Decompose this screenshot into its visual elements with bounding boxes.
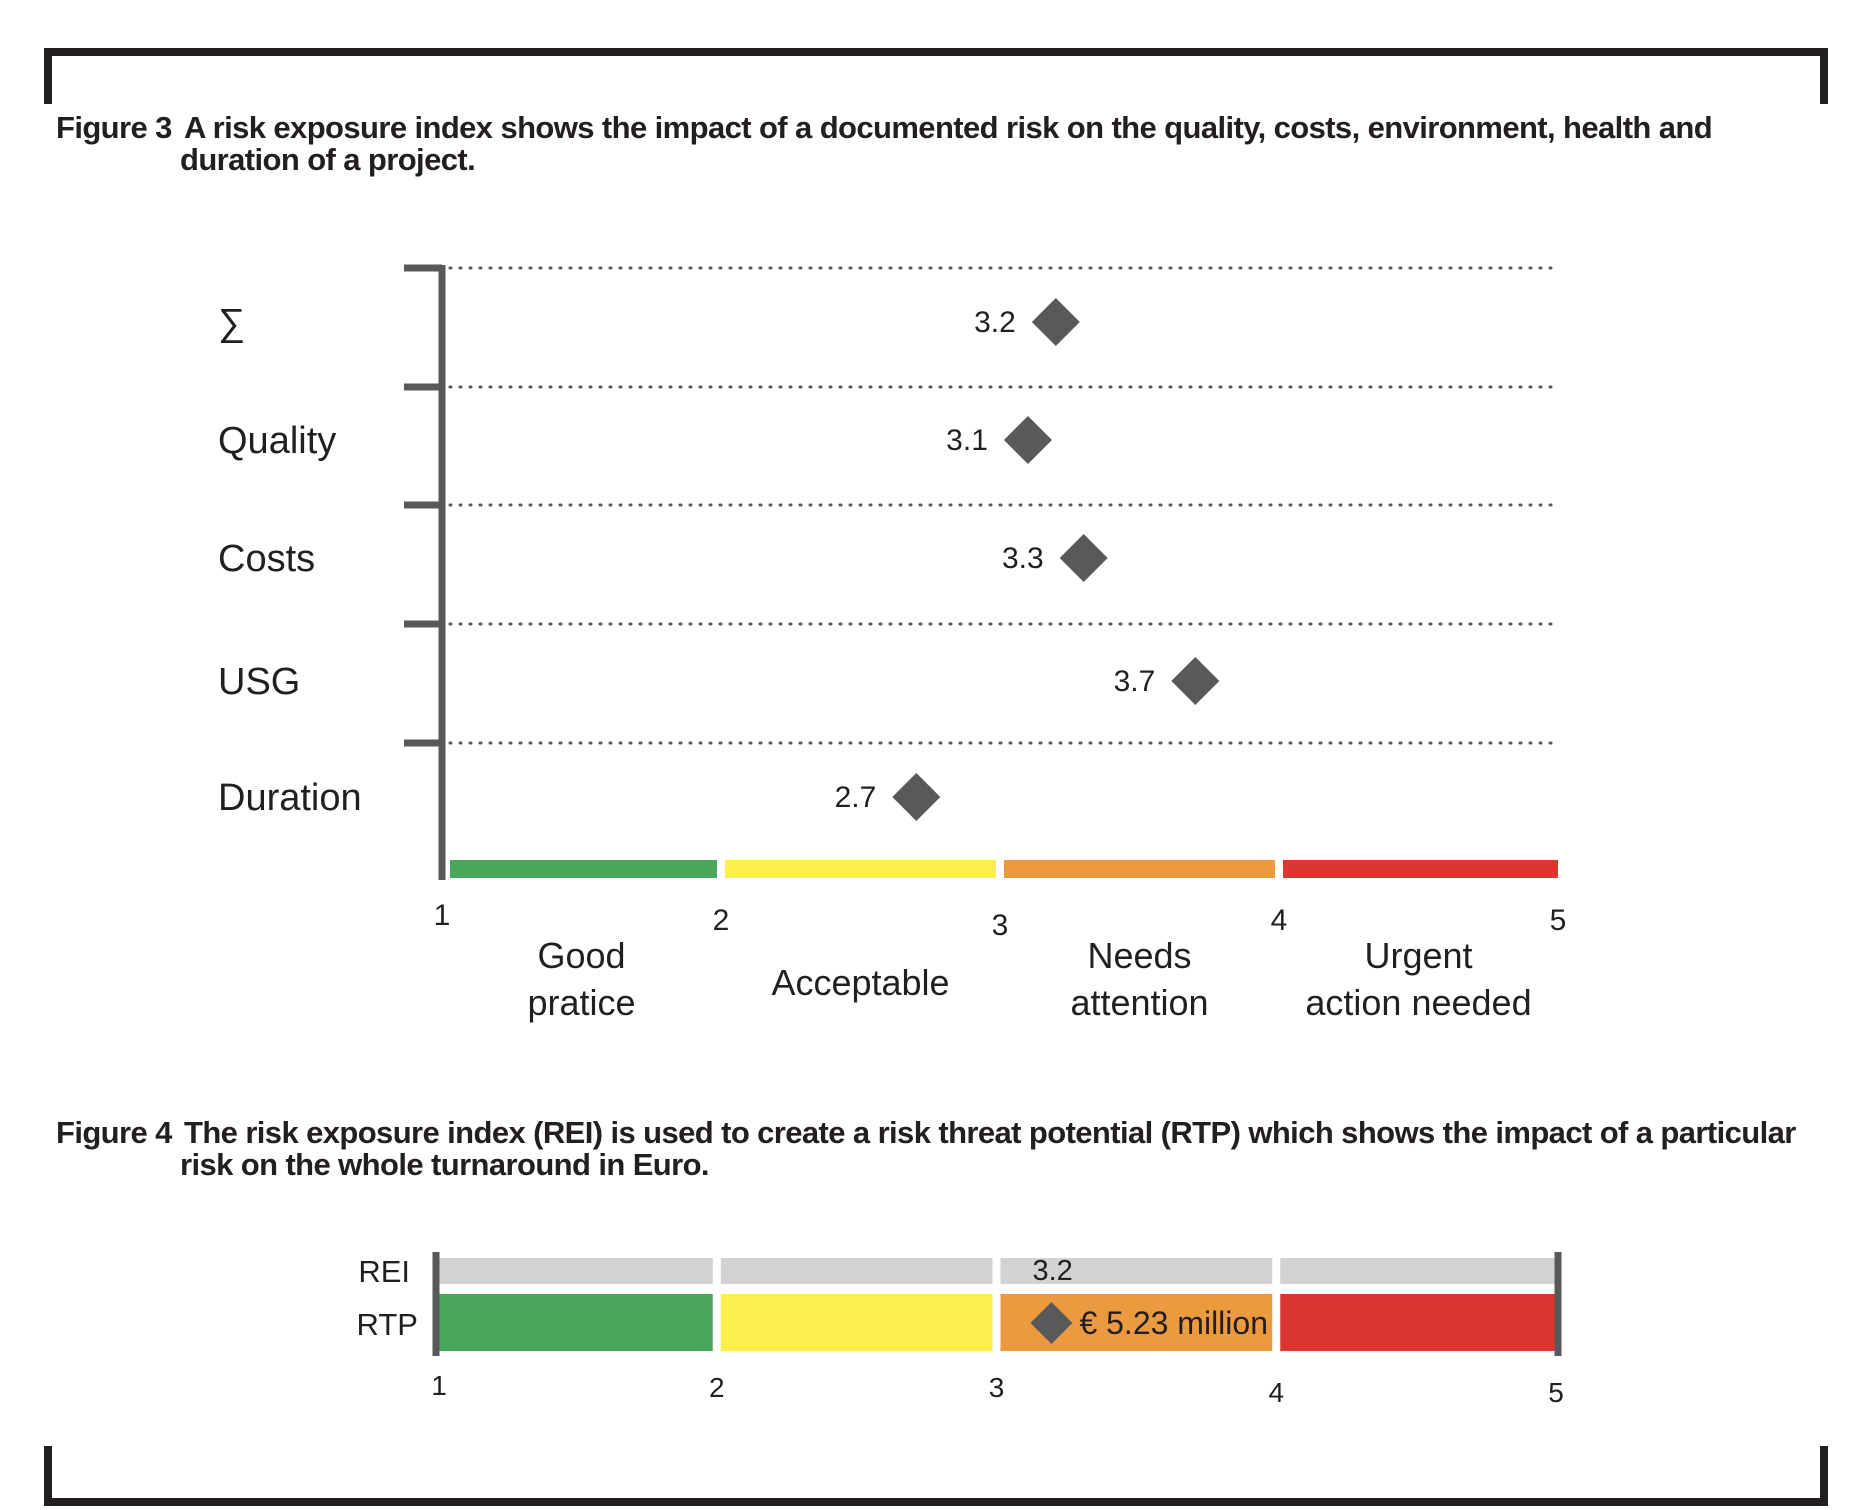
x-tick-label: 3 bbox=[992, 909, 1009, 942]
rtp-segment bbox=[1280, 1294, 1556, 1351]
scale-band-label: Acceptable bbox=[771, 962, 949, 1003]
x-tick-label: 4 bbox=[1271, 904, 1288, 937]
data-point-marker bbox=[1171, 657, 1220, 705]
row-label-rtp: RTP bbox=[357, 1307, 418, 1342]
category-label: Duration bbox=[218, 777, 362, 819]
figure-3-number: Figure 3 bbox=[56, 110, 172, 145]
rtp-x-tick-label: 4 bbox=[1268, 1377, 1284, 1408]
rei-segment bbox=[1000, 1258, 1273, 1284]
rtp-value-label: € 5.23 million bbox=[1079, 1305, 1268, 1341]
figure-3-caption-line1: A risk exposure index shows the impact o… bbox=[184, 110, 1713, 145]
x-tick-label: 1 bbox=[434, 899, 451, 932]
x-tick-label: 2 bbox=[713, 904, 730, 937]
data-point-label: 3.7 bbox=[1114, 665, 1156, 698]
row-label-rei: REI bbox=[358, 1254, 410, 1289]
rei-value-label: 3.2 bbox=[1032, 1255, 1072, 1287]
figure-4-number: Figure 4 bbox=[56, 1115, 172, 1150]
scale-band-label: Needs bbox=[1087, 935, 1191, 976]
category-label: USG bbox=[218, 661, 300, 703]
data-point-label: 3.2 bbox=[974, 306, 1016, 339]
data-point-marker bbox=[1003, 416, 1052, 464]
data-point-label: 3.3 bbox=[1002, 542, 1044, 575]
scale-band-label: attention bbox=[1070, 982, 1208, 1023]
rei-segment bbox=[437, 1258, 713, 1284]
rtp-x-tick-label: 1 bbox=[431, 1370, 447, 1401]
rtp-segment bbox=[437, 1294, 713, 1351]
rtp-x-tick-label: 2 bbox=[709, 1372, 725, 1403]
rtp-x-tick-label: 5 bbox=[1548, 1377, 1564, 1408]
category-label: Costs bbox=[218, 538, 315, 580]
figure-4-caption-line1: The risk exposure index (REI) is used to… bbox=[184, 1115, 1796, 1150]
data-point-marker bbox=[892, 773, 941, 821]
rei-segment bbox=[720, 1258, 993, 1284]
frame-bottom-bracket bbox=[44, 1446, 1828, 1506]
rtp-marker bbox=[1030, 1302, 1073, 1344]
scale-band-label: Urgent bbox=[1364, 935, 1472, 976]
rtp-x-tick-label: 3 bbox=[989, 1372, 1005, 1403]
scale-band bbox=[450, 860, 717, 878]
figure-3-caption: Figure 3 A risk exposure index shows the … bbox=[56, 110, 1713, 177]
category-label: Quality bbox=[218, 420, 336, 462]
data-point-marker bbox=[1059, 534, 1108, 582]
category-label: ∑ bbox=[218, 302, 245, 344]
scale-band bbox=[725, 860, 996, 878]
x-tick-label: 5 bbox=[1550, 904, 1567, 937]
rtp-segment bbox=[720, 1294, 993, 1351]
figure-4-caption: Figure 4 The risk exposure index (REI) is… bbox=[56, 1117, 1796, 1181]
rei-segment bbox=[1280, 1258, 1556, 1284]
scale-band-label: action needed bbox=[1305, 982, 1531, 1023]
data-point-label: 3.1 bbox=[946, 424, 988, 457]
frame-top-bracket bbox=[44, 48, 1828, 104]
scale-band bbox=[1004, 860, 1275, 878]
figure-4-caption-line2: risk on the whole turnaround in Euro. bbox=[180, 1147, 710, 1182]
data-point-marker bbox=[1031, 298, 1080, 346]
scale-band bbox=[1283, 860, 1558, 878]
data-point-label: 2.7 bbox=[835, 781, 877, 814]
figure-3-caption-line2: duration of a project. bbox=[180, 142, 476, 177]
scale-band-label: pratice bbox=[527, 982, 635, 1023]
scale-band-label: Good bbox=[537, 935, 625, 976]
